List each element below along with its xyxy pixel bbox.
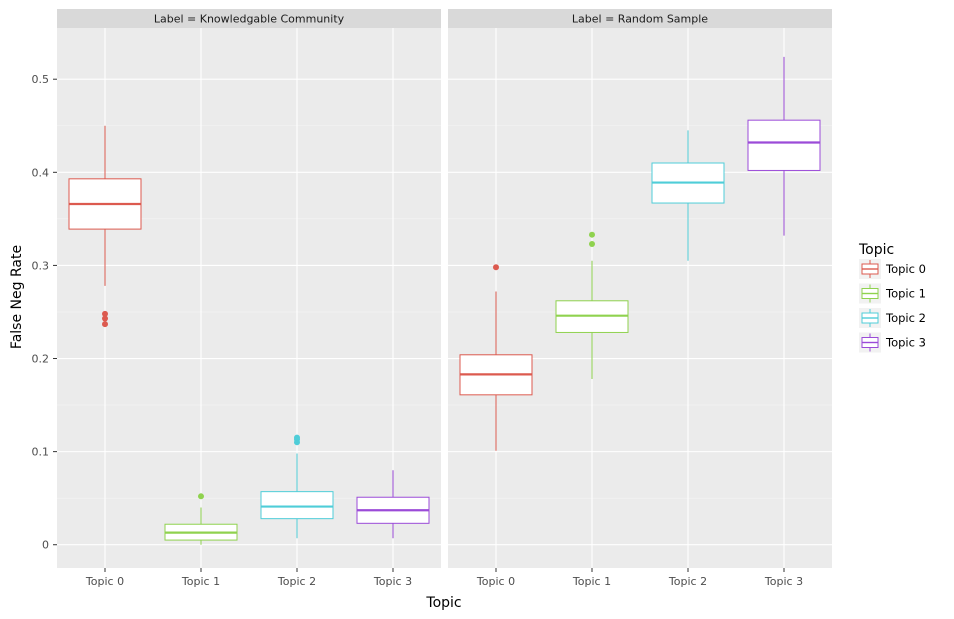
x-tick-label: Topic 1 [181, 575, 220, 588]
x-tick-label: Topic 2 [668, 575, 707, 588]
x-axis-right: Topic 0 Topic 1 Topic 2 Topic 3 [476, 568, 803, 588]
legend-label: Topic 2 [885, 311, 926, 325]
y-tick-label: 0.3 [32, 259, 50, 272]
legend: Topic Topic 0 Topic 1 Topic 2 Topic 3 [858, 242, 926, 353]
panel-random-sample: Label = Random Sample [448, 9, 832, 568]
x-tick-label: Topic 0 [85, 575, 124, 588]
box-topic-1 [555, 231, 629, 379]
x-axis-title: Topic [425, 595, 461, 611]
outlier-point [102, 310, 108, 317]
box-topic-1 [164, 493, 238, 545]
y-axis-title: False Neg Rate [9, 245, 25, 349]
outlier-point [198, 493, 204, 500]
box-topic-2 [260, 434, 334, 539]
strip-label-random-sample: Label = Random Sample [572, 13, 708, 26]
legend-item-topic-3: Topic 3 [859, 332, 926, 353]
outlier-point [589, 231, 595, 238]
legend-item-topic-2: Topic 2 [859, 308, 926, 328]
y-tick-label: 0.4 [32, 166, 50, 179]
outlier-point [589, 241, 595, 247]
outlier-point [294, 434, 300, 441]
x-axis-left: Topic 0 Topic 1 Topic 2 Topic 3 [85, 568, 412, 588]
legend-item-topic-0: Topic 0 [859, 259, 926, 279]
strip-background [448, 9, 832, 28]
strip-background [57, 9, 441, 28]
strip-label-knowledgable-community: Label = Knowledgable Community [154, 13, 345, 26]
legend-label: Topic 0 [885, 262, 926, 276]
y-tick-label: 0.5 [32, 73, 50, 86]
legend-label: Topic 1 [885, 287, 926, 301]
box-topic-2 [651, 130, 725, 261]
x-tick-label: Topic 0 [476, 575, 515, 588]
y-tick-label: 0 [42, 539, 49, 552]
x-tick-label: Topic 3 [373, 575, 412, 588]
y-tick-label: 0.1 [32, 446, 50, 459]
plot-background [448, 28, 832, 568]
legend-items: Topic 0 Topic 1 Topic 2 Topic 3 [859, 259, 926, 353]
legend-item-topic-1: Topic 1 [859, 283, 926, 304]
box-topic-0 [68, 125, 142, 328]
panel-knowledgable-community: Label = Knowledgable Community [57, 9, 441, 568]
iqr-box [260, 491, 334, 520]
legend-label: Topic 3 [885, 336, 926, 350]
x-tick-label: Topic 1 [572, 575, 611, 588]
iqr-box [747, 119, 821, 171]
x-tick-label: Topic 2 [277, 575, 316, 588]
outlier-point [102, 315, 108, 322]
box-topic-3 [747, 56, 821, 236]
legend-title: Topic [858, 242, 894, 258]
plot-background [57, 28, 441, 568]
outlier-point [493, 264, 499, 271]
x-tick-label: Topic 3 [764, 575, 803, 588]
box-topic-0 [459, 264, 533, 451]
box-topic-3 [356, 470, 430, 539]
outlier-point [102, 321, 108, 328]
y-tick-label: 0.2 [32, 353, 50, 366]
boxes [68, 125, 430, 545]
boxes [459, 56, 821, 451]
y-axis: 0 0.1 0.2 0.3 0.4 0.5 [32, 73, 57, 552]
